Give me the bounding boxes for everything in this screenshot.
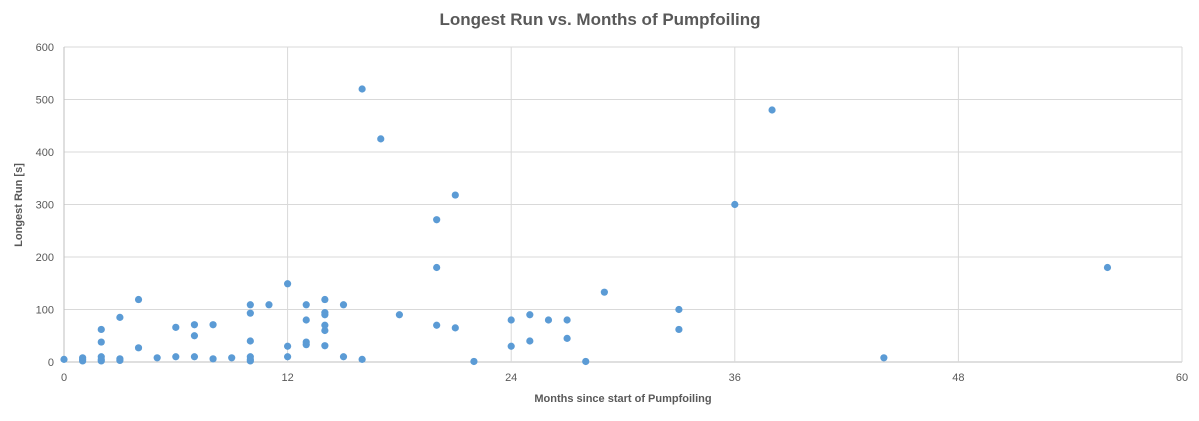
data-point (321, 326, 329, 335)
data-points (60, 85, 1112, 366)
data-point (190, 332, 199, 340)
data-point (377, 135, 385, 143)
data-point (358, 85, 366, 93)
data-point (97, 325, 105, 334)
tick-labels: 0 100 200 300 400 500 600 0 12 24 36 48 60 (36, 42, 1188, 384)
data-point (470, 357, 478, 366)
data-point (97, 338, 105, 346)
data-point (209, 321, 217, 329)
data-point (284, 342, 292, 350)
data-point (116, 313, 124, 321)
data-point (79, 354, 87, 362)
data-point (526, 337, 534, 345)
data-point (1103, 263, 1112, 272)
x-axis-title: Months since start of Pumpfoiling (534, 393, 711, 405)
y-tick-label: 0 (48, 357, 54, 369)
data-point (190, 321, 199, 329)
data-point (284, 280, 292, 288)
x-tick-label: 12 (281, 372, 293, 384)
y-tick-label: 500 (36, 95, 54, 107)
data-point (321, 321, 329, 329)
data-point (190, 353, 199, 361)
data-point (395, 311, 403, 319)
data-point (116, 355, 124, 363)
data-point (246, 353, 254, 361)
data-point (321, 309, 329, 317)
data-point (433, 216, 441, 224)
data-point (582, 357, 590, 366)
data-point (134, 344, 143, 352)
data-point (451, 324, 459, 332)
data-point (246, 301, 254, 309)
x-tick-label: 48 (952, 372, 964, 384)
y-tick-label: 200 (36, 252, 54, 264)
data-point (321, 342, 329, 350)
y-axis-title: Longest Run [s] (13, 163, 25, 247)
data-point (339, 353, 348, 361)
data-point (339, 301, 348, 309)
data-point (228, 354, 236, 362)
y-tick-label: 600 (36, 42, 54, 54)
data-point (600, 288, 608, 296)
data-point (768, 106, 776, 114)
data-point (302, 316, 310, 324)
data-point (880, 354, 888, 362)
data-point (246, 309, 254, 317)
data-point (265, 301, 273, 309)
chart-title: Longest Run vs. Months of Pumpfoiling (439, 10, 760, 29)
y-tick-label: 300 (36, 200, 54, 212)
y-tick-label: 400 (36, 147, 54, 159)
data-point (302, 301, 310, 309)
data-point (544, 316, 553, 324)
gridlines (63, 46, 1183, 363)
data-point (209, 355, 217, 363)
x-tick-label: 36 (729, 372, 741, 384)
data-point (731, 200, 739, 209)
data-point (153, 354, 161, 362)
data-point (433, 321, 441, 329)
data-point (675, 325, 683, 334)
data-point (563, 316, 571, 324)
data-point (60, 355, 68, 363)
data-point (563, 334, 571, 342)
data-point (246, 337, 254, 345)
data-point (284, 353, 292, 361)
data-point (451, 191, 459, 199)
data-point (433, 263, 441, 272)
x-tick-label: 0 (61, 372, 67, 384)
data-point (507, 316, 515, 324)
data-point (172, 353, 180, 361)
data-point (507, 342, 515, 350)
y-tick-label: 100 (36, 305, 54, 317)
data-point (358, 355, 366, 363)
data-point (321, 295, 329, 304)
x-tick-label: 60 (1176, 372, 1188, 384)
x-tick-label: 24 (505, 372, 517, 384)
data-point (97, 353, 105, 361)
data-point (526, 311, 534, 319)
data-point (675, 305, 683, 314)
data-point (134, 295, 143, 304)
data-point (302, 338, 310, 346)
data-point (172, 323, 180, 331)
